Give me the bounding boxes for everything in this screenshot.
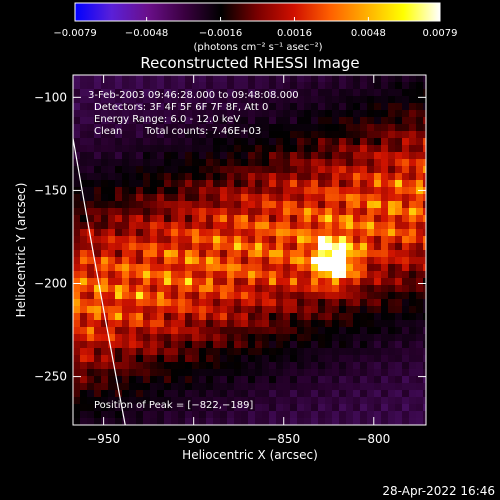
plot-frame <box>72 74 427 426</box>
x-tick-label: −900 <box>177 432 210 446</box>
colorbar-tick-label: 0.0048 <box>351 28 386 39</box>
axis-ticks: −950 −900 −850 −800 −100 −150 −200 −250 <box>34 75 426 446</box>
x-tick-label: −800 <box>357 432 390 446</box>
colorbar-tick-label: 0.0016 <box>277 28 312 39</box>
annotation-counts: Total counts: 7.46E+03 <box>144 126 261 137</box>
annotation-time: 3-Feb-2003 09:46:28.000 to 09:48:08.000 <box>88 90 299 101</box>
footer-timestamp: 28-Apr-2022 16:46 <box>382 484 495 498</box>
heatmap-image <box>73 75 426 425</box>
y-tick-label: −100 <box>34 90 67 104</box>
colorbar-tick-label: 0.0079 <box>423 28 458 39</box>
x-axis-label: Heliocentric X (arcsec) <box>182 448 318 462</box>
annotation-detectors: Detectors: 3F 4F 5F 6F 7F 8F, Att 0 <box>94 102 268 113</box>
colorbar <box>75 3 440 21</box>
solar-limb-line <box>73 138 126 425</box>
colorbar-frame <box>74 2 441 22</box>
colorbar-tick-label: −0.0048 <box>125 28 168 39</box>
colorbar-tick-label: −0.0016 <box>199 28 242 39</box>
y-tick-label: −200 <box>34 277 67 291</box>
annotation-peak: Position of Peak = [−822,−189] <box>94 400 253 411</box>
annotation-energy: Energy Range: 6.0 - 12.0 keV <box>94 114 240 125</box>
annotation-method: Clean <box>94 126 122 137</box>
y-axis-label: Heliocentric Y (arcsec) <box>14 183 28 318</box>
x-tick-label: −950 <box>87 432 120 446</box>
colorbar-ticks: −0.0079 −0.0048 −0.0016 0.0016 0.0048 0.0079 <box>53 17 458 39</box>
chart-title: Reconstructed RHESSI Image <box>140 54 359 72</box>
y-tick-label: −150 <box>34 183 67 197</box>
colorbar-units-label: (photons cm⁻² s⁻¹ asec⁻²) <box>193 42 322 53</box>
x-tick-label: −850 <box>267 432 300 446</box>
y-tick-label: −250 <box>34 370 67 384</box>
colorbar-tick-label: −0.0079 <box>53 28 96 39</box>
